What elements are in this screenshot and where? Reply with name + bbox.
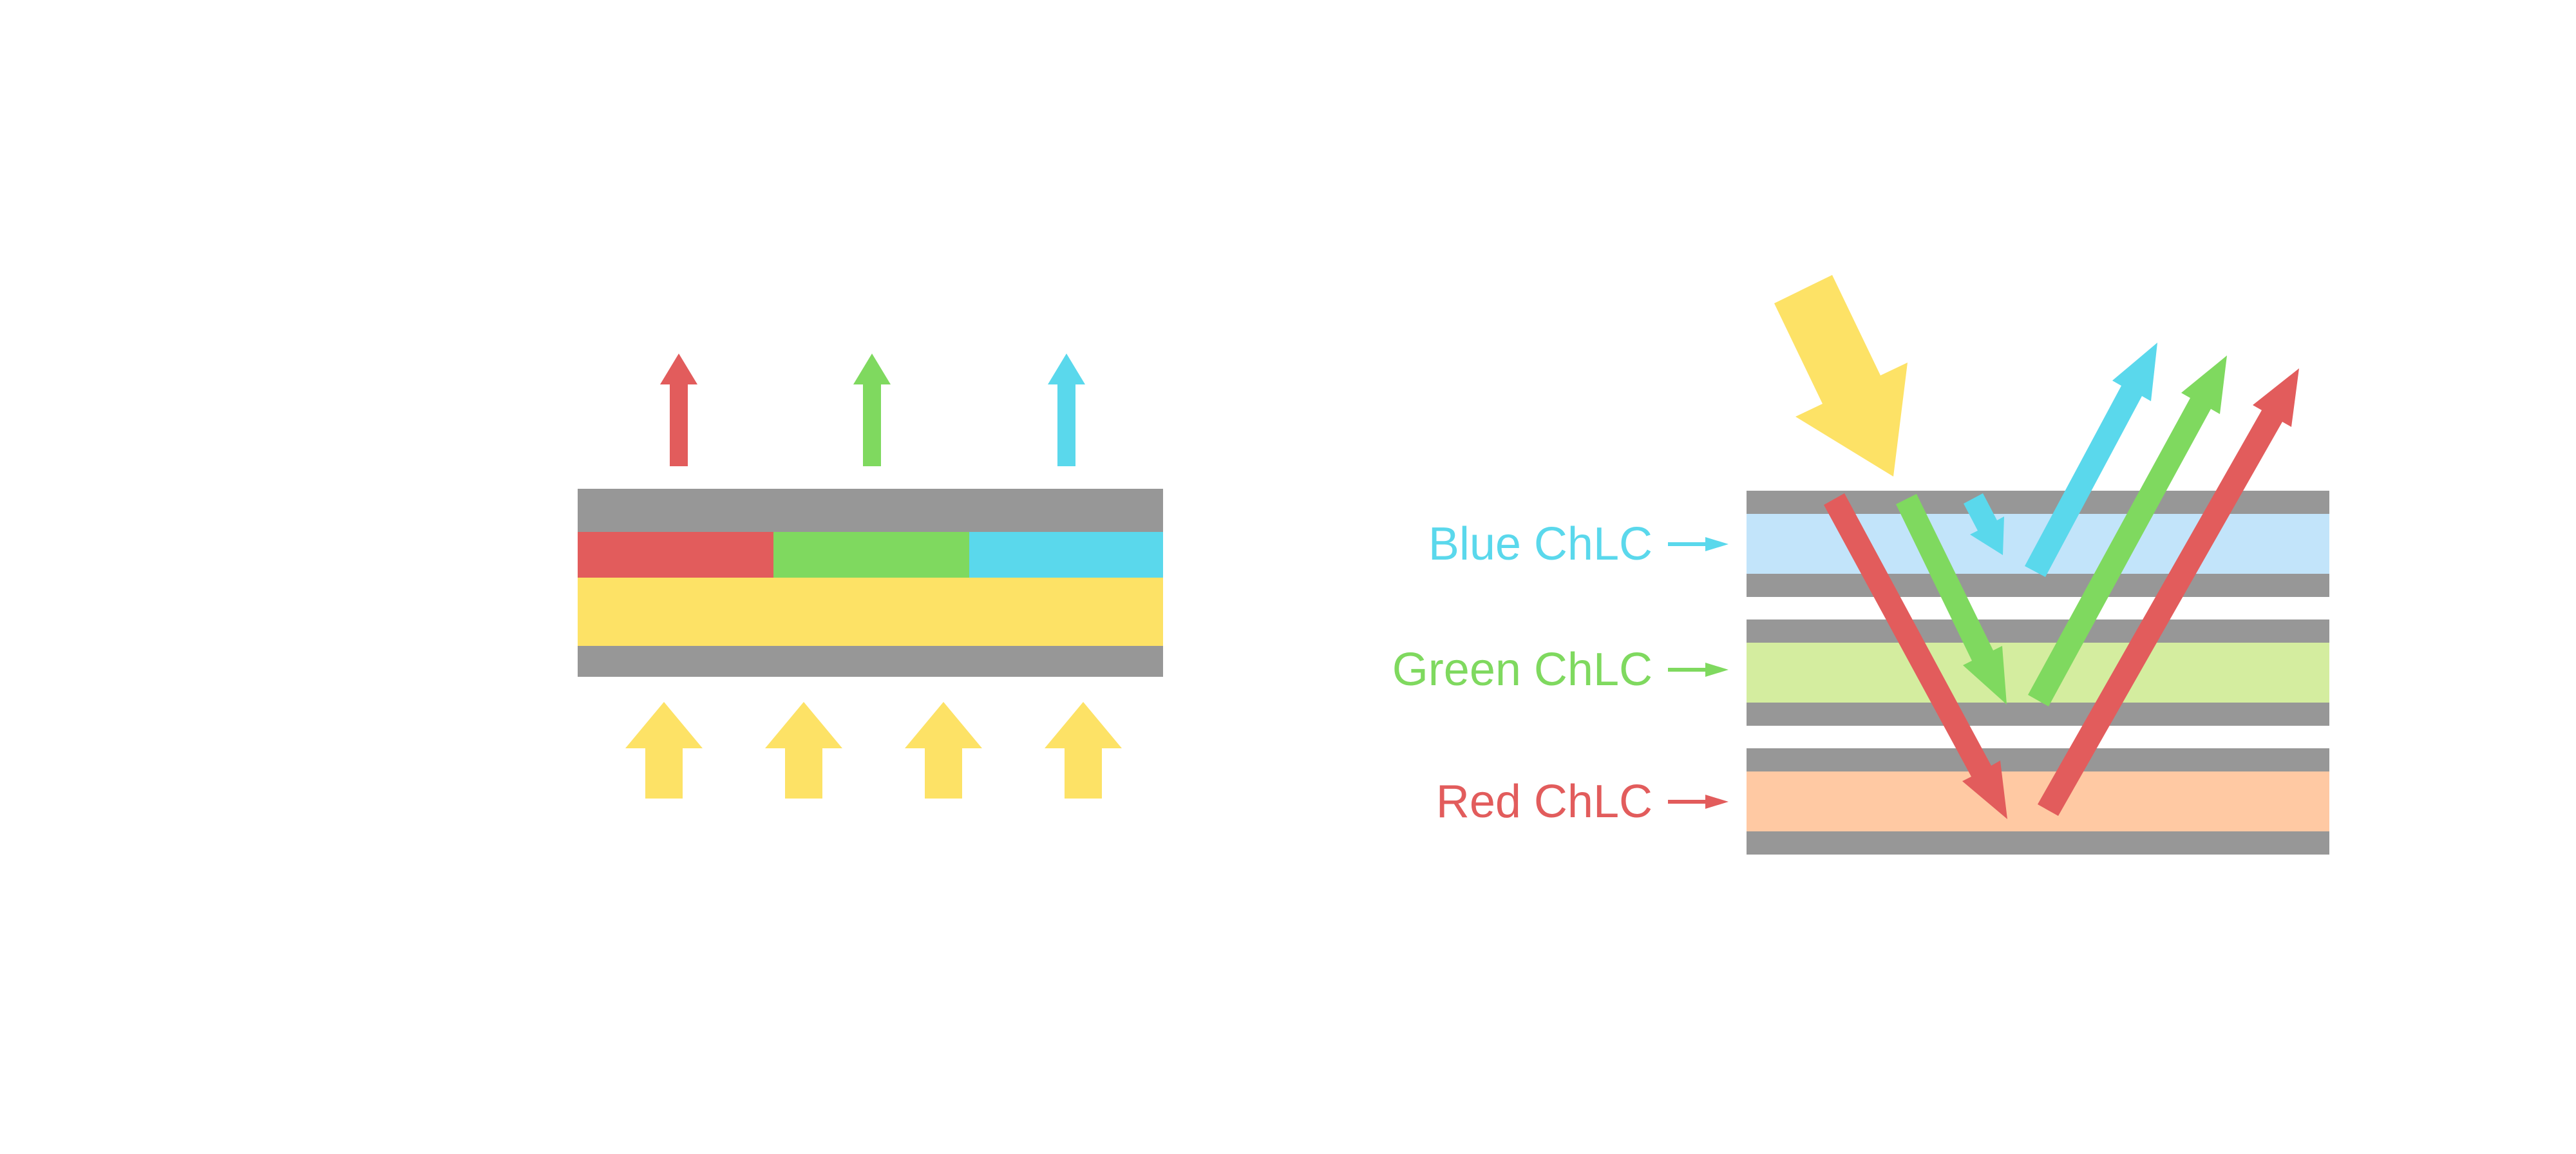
cyan-reflected-ray-arrow-icon [2025,343,2157,577]
left-stack-bottom-substrate [578,646,1163,677]
red-chlc-label: Red ChLC [1436,776,1653,828]
chlc-substrate-bar [1747,620,2329,643]
chlc-substrate-bar [1747,703,2329,726]
left-stack-green-filter-segment [773,532,969,578]
chlc-substrate-bar [1747,748,2329,771]
red-chlc-layer [1747,771,2329,831]
blue-chlc-pointer-arrowhead-icon [1705,537,1728,551]
left-stack-cyan-filter-segment [969,532,1163,578]
green-chlc-pointer-arrowhead-icon [1705,663,1728,677]
blue-chlc-label: Blue ChLC [1428,518,1653,570]
right-diagram-chlc-stack: Blue ChLC Green ChLC Red ChLC [1392,275,2329,855]
green-reflected-ray-arrow-icon [2028,355,2227,706]
red-transmitted-ray-arrow-icon [1824,493,2007,819]
chlc-substrate-bar [1747,574,2329,597]
left-diagram-backlit-display [578,354,1163,799]
left-stack-top-substrate [578,489,1163,532]
cyan-transmitted-ray-arrow-icon [1964,493,2004,555]
backlight-up-arrow-icon [625,702,703,799]
red-chlc-label-group: Red ChLC [1436,776,1728,828]
red-chlc-pointer-arrowhead-icon [1705,795,1728,809]
green-emitted-light-arrow-icon [853,354,891,466]
green-chlc-label: Green ChLC [1392,644,1653,695]
red-emitted-light-arrow-icon [660,354,697,466]
green-transmitted-ray-arrow-icon [1896,494,2007,705]
blue-chlc-label-group: Blue ChLC [1428,518,1728,570]
backlight-arrows [625,702,1122,799]
left-stack-red-filter-segment [578,532,773,578]
left-display-stack [578,489,1163,677]
backlight-up-arrow-icon [765,702,842,799]
cyan-emitted-light-arrow-icon [1048,354,1085,466]
left-stack-backlight-layer [578,578,1163,646]
incident-light-arrow-icon [1774,275,1908,477]
backlight-up-arrow-icon [905,702,982,799]
red-reflected-ray-arrow-icon [2038,368,2299,816]
green-chlc-label-group: Green ChLC [1392,644,1728,695]
backlight-up-arrow-icon [1045,702,1122,799]
chlc-substrate-bar [1747,831,2329,855]
